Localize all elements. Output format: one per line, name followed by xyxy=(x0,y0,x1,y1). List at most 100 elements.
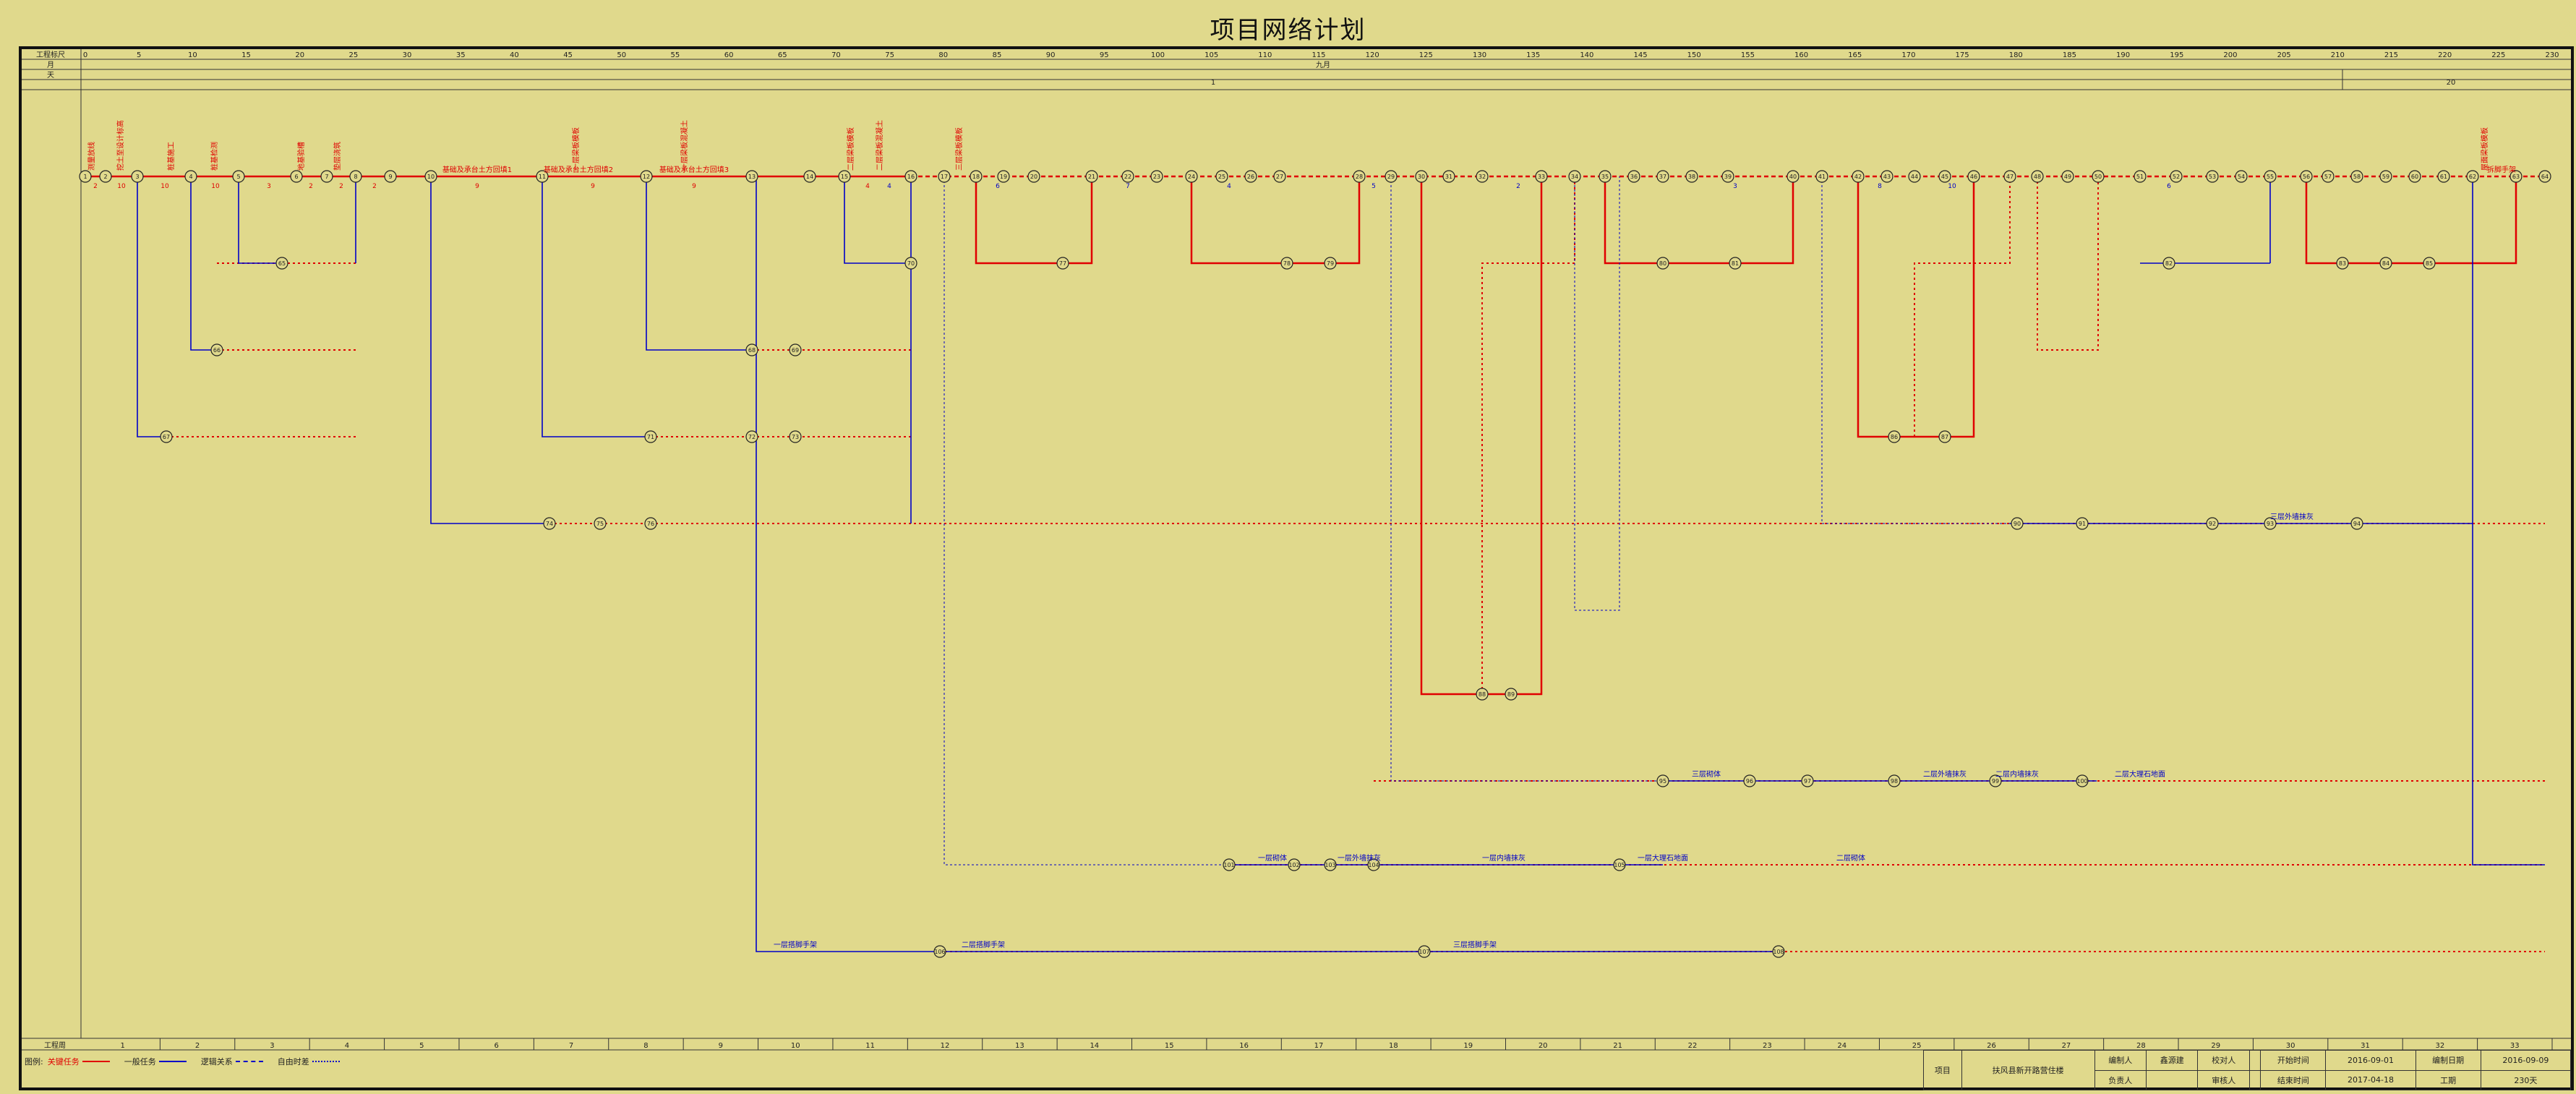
event-node xyxy=(1280,257,1293,270)
week-tick: 5 xyxy=(419,1042,424,1050)
task-label: 基础及承台土方回填2 xyxy=(544,165,613,174)
task-duration: 3 xyxy=(1733,183,1737,190)
event-node-number: 61 xyxy=(2440,174,2447,180)
date-value: 2016-09-09 xyxy=(2480,1050,2572,1071)
event-node-number: 94 xyxy=(2353,521,2361,527)
event-node-number: 108 xyxy=(1773,949,1784,955)
event-node xyxy=(789,343,802,356)
task-label: 拆脚手架 xyxy=(2487,165,2516,174)
event-node xyxy=(2264,170,2277,183)
week-scale: 工程周 1 2 3 4 5 6 7 8 9 10 11 12 13 14 15 16 17 18 19 20 21 22 23… xyxy=(44,1038,2553,1050)
event-node xyxy=(79,170,92,183)
event-node xyxy=(349,170,362,183)
event-node-number: 74 xyxy=(546,521,553,527)
legend-critical-line xyxy=(82,1061,110,1062)
event-node-number: 80 xyxy=(1659,260,1666,267)
event-node xyxy=(320,170,333,183)
task-label: 二层砌体 xyxy=(1836,854,1865,863)
event-node xyxy=(1442,170,1455,183)
scale-tick: 45 xyxy=(563,51,573,59)
event-node-number: 8 xyxy=(354,174,357,180)
event-node xyxy=(1908,170,1921,183)
task-label: 一层梁板混凝土 xyxy=(680,120,689,171)
event-node xyxy=(1085,170,1098,183)
event-node-number: 59 xyxy=(2382,174,2389,180)
event-node xyxy=(1367,858,1380,871)
event-node-number: 13 xyxy=(748,174,756,180)
task-label: 三层砌体 xyxy=(1692,770,1721,779)
event-node xyxy=(160,430,173,443)
event-node xyxy=(904,170,917,183)
task-label: 一层大理石地面 xyxy=(1638,853,1688,863)
checker-label: 校对人 xyxy=(2197,1050,2250,1071)
event-node-number: 21 xyxy=(1088,174,1095,180)
manager-label: 负责人 xyxy=(2094,1069,2147,1090)
event-node-number: 22 xyxy=(1124,174,1131,180)
legend: 图例: 关键任务 一般任务 逻辑关系 自由时差 xyxy=(25,1054,350,1069)
task-duration: 2 xyxy=(339,183,343,190)
event-node-number: 29 xyxy=(1387,174,1395,180)
event-node-number: 69 xyxy=(792,347,799,354)
task-duration: 2 xyxy=(372,183,377,190)
event-node xyxy=(1989,774,2002,787)
legend-normal: 一般任务 xyxy=(124,1056,187,1067)
scale-tick: 15 xyxy=(241,51,251,59)
scale-tick: 170 xyxy=(1901,51,1915,59)
event-node xyxy=(1685,170,1698,183)
event-node xyxy=(1656,774,1669,787)
event-node-number: 79 xyxy=(1327,260,1334,267)
event-node-number: 98 xyxy=(1891,778,1898,785)
task-label: 桩基检测 xyxy=(210,142,219,171)
event-node-number: 54 xyxy=(2238,174,2245,180)
scale-tick: 165 xyxy=(1848,51,1862,59)
event-node-number: 97 xyxy=(1804,778,1811,785)
task-duration: 7 xyxy=(1126,183,1130,190)
task-duration: 8 xyxy=(1878,183,1882,190)
event-node-number: 75 xyxy=(596,521,604,527)
start-label: 开始时间 xyxy=(2260,1050,2327,1071)
info-table: 项目 扶风县新开路营住楼 编制人 鑫源建 校对人 开始时间 2016-09-01… xyxy=(1923,1050,2572,1090)
event-node xyxy=(384,170,397,183)
event-node xyxy=(210,343,223,356)
event-node xyxy=(2322,170,2335,183)
scale-tick: 90 xyxy=(1046,51,1056,59)
event-node xyxy=(1223,858,1236,871)
scale-tick: 100 xyxy=(1151,51,1165,59)
event-node-number: 106 xyxy=(934,949,945,955)
event-node-number: 71 xyxy=(647,434,654,440)
event-node xyxy=(1880,170,1894,183)
scale-tick: 195 xyxy=(2170,51,2183,59)
scale-tick: 105 xyxy=(1204,51,1218,59)
event-node-number: 90 xyxy=(2014,521,2021,527)
duration-value: 230天 xyxy=(2480,1069,2572,1090)
legend-logic-line xyxy=(235,1061,263,1062)
event-node xyxy=(543,517,556,530)
week-tick: 25 xyxy=(1912,1042,1922,1050)
scale-tick: 35 xyxy=(456,51,466,59)
event-node-number: 82 xyxy=(2165,260,2173,267)
event-node-number: 38 xyxy=(1688,174,1695,180)
event-node xyxy=(2076,517,2089,530)
event-node xyxy=(424,170,437,183)
week-tick: 28 xyxy=(2136,1042,2146,1050)
week-tick: 29 xyxy=(2211,1042,2220,1050)
event-node xyxy=(2206,517,2219,530)
scale-tick: 10 xyxy=(188,51,197,59)
event-node xyxy=(1801,774,1814,787)
legend-float-name: 自由时差 xyxy=(277,1057,309,1067)
event-node-number: 102 xyxy=(1288,862,1299,868)
event-node xyxy=(2264,517,2277,530)
event-node xyxy=(2336,257,2349,270)
week-tick: 16 xyxy=(1239,1042,1249,1050)
event-node-number: 85 xyxy=(2426,260,2433,267)
task-duration: 9 xyxy=(475,183,479,190)
event-node-number: 46 xyxy=(1970,174,1977,180)
event-node xyxy=(1215,170,1228,183)
event-node xyxy=(904,257,917,270)
event-node xyxy=(1056,257,1069,270)
event-node xyxy=(1185,170,1198,183)
event-node xyxy=(933,945,946,958)
week-tick: 27 xyxy=(2062,1042,2071,1050)
scale-tick: 115 xyxy=(1311,51,1325,59)
event-node-number: 92 xyxy=(2209,521,2216,527)
